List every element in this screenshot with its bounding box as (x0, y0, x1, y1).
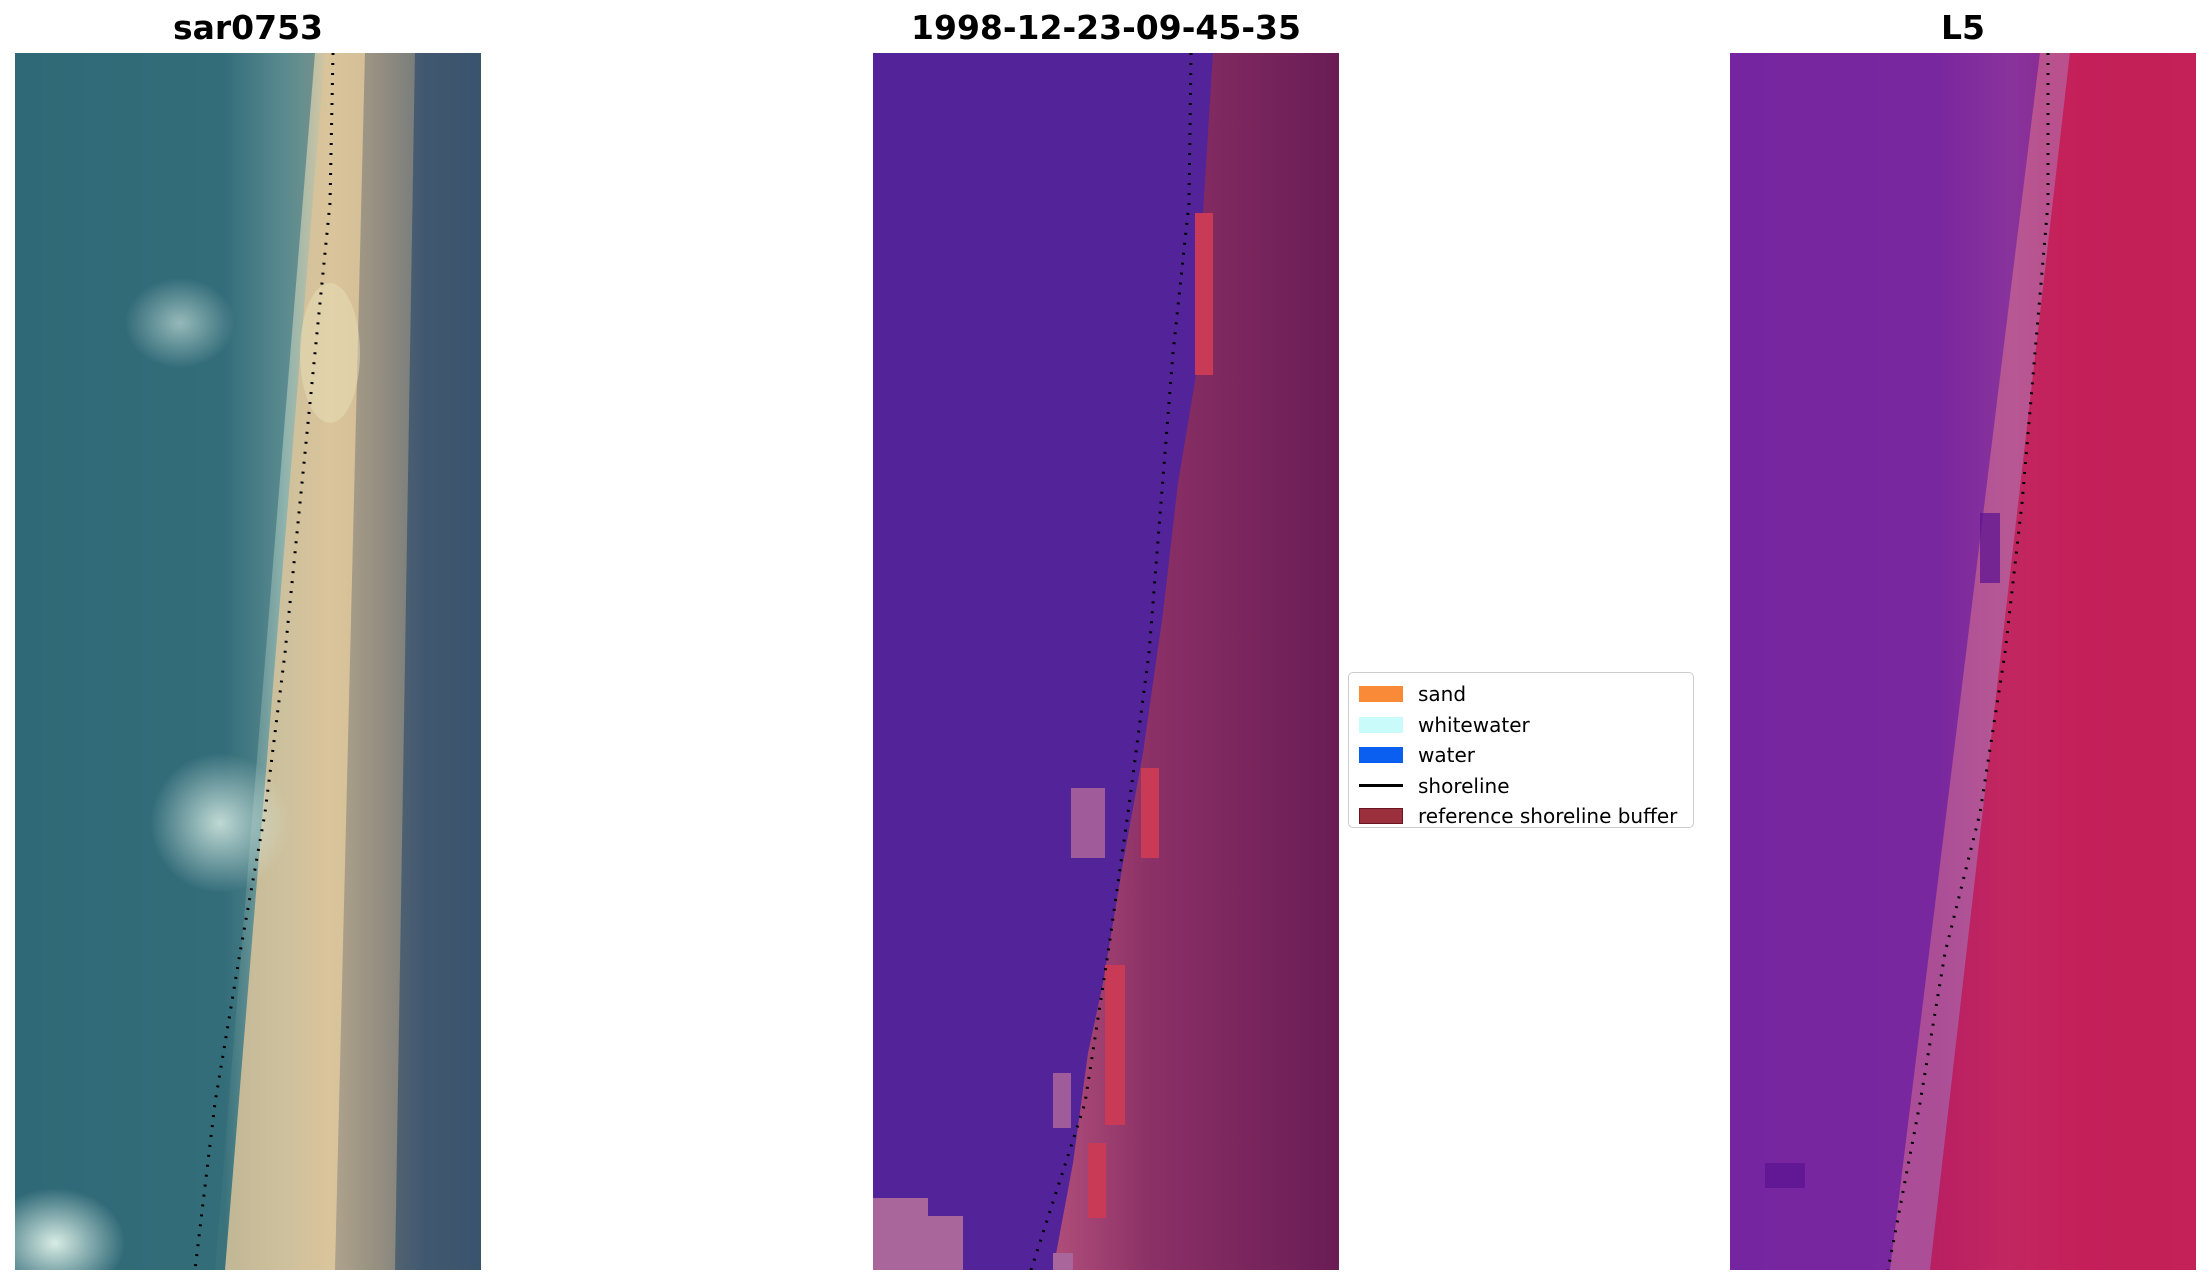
shoreline-line (193, 53, 335, 1270)
whitewater-swatch (1359, 716, 1403, 733)
buffer-strip (1105, 965, 1125, 1125)
legend: sand whitewater water shoreline referenc… (1348, 672, 1694, 828)
panel-title-rgb: sar0753 (172, 8, 324, 47)
classified-image (873, 53, 1339, 1270)
buffer-strip (1088, 1143, 1106, 1218)
shoreline-line (1886, 53, 2050, 1270)
legend-label: water (1418, 743, 1475, 768)
rgb-image (15, 53, 481, 1270)
shoreline-swatch (1359, 784, 1403, 788)
shoreline-line (1029, 53, 1193, 1270)
classified-image-panel (873, 53, 1339, 1270)
panel-title-classified: 1998-12-23-09-45-35 (911, 8, 1301, 47)
legend-item-water: water (1359, 740, 1683, 771)
panel-title-index: L5 (1941, 8, 1985, 47)
legend-label: shoreline (1418, 773, 1510, 798)
legend-item-sand: sand (1359, 679, 1683, 710)
legend-label: reference shoreline buffer (1418, 804, 1678, 829)
legend-item-whitewater: whitewater (1359, 710, 1683, 741)
sand-swatch (1359, 686, 1403, 703)
legend-item-reference-buffer: reference shoreline buffer (1359, 801, 1683, 832)
buffer-strip (1141, 768, 1159, 858)
rgb-image-panel (15, 53, 481, 1270)
water-swatch (1359, 747, 1403, 764)
legend-item-shoreline: shoreline (1359, 771, 1683, 802)
index-image (1730, 53, 2196, 1270)
buffer-strip (1195, 213, 1213, 375)
index-image-panel (1730, 53, 2196, 1270)
reference-buffer-swatch (1359, 808, 1403, 825)
legend-label: whitewater (1418, 712, 1530, 737)
legend-label: sand (1418, 682, 1467, 707)
